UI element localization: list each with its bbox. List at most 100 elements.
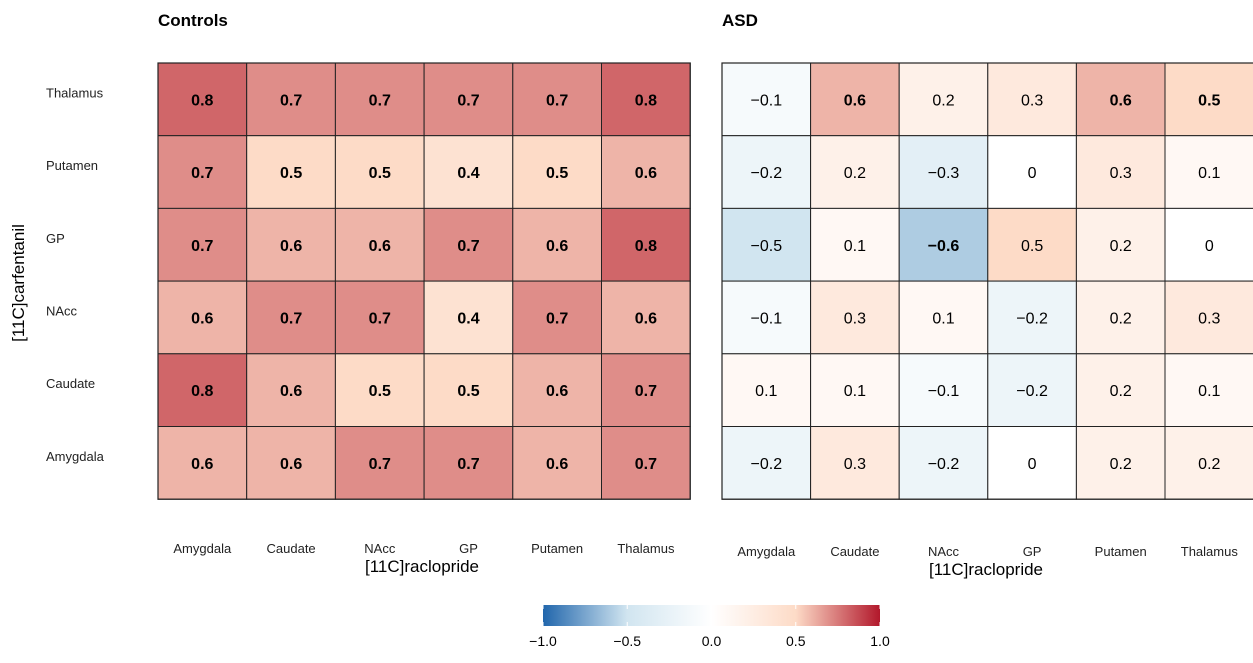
controls-row-labels: Thalamus Putamen GP NAcc Caudate Amygdala [46, 85, 105, 464]
controls-cell-gp-caudate-label: 0.6 [280, 238, 302, 255]
asd-cell-gp-amygdala [721, 207, 812, 282]
asd-cell-amygdala-putamen-label: 0.2 [1110, 456, 1132, 473]
controls-cell-gp-amygdala [157, 207, 248, 282]
controls-cell-caudate-gp [423, 353, 514, 427]
asd-column-labels: Amygdala Caudate NAcc GP Putamen Thalamus [737, 544, 1238, 559]
controls-cell-amygdala-nacc-label: 0.7 [369, 456, 391, 473]
controls-cell-gp-putamen-label: 0.6 [546, 238, 568, 255]
controls-cell-caudate-putamen-label: 0.6 [546, 383, 568, 400]
controls-col-label-amygdala: Amygdala [173, 541, 232, 556]
asd-col-label-putamen: Putamen [1095, 544, 1147, 559]
asd-heatmap-border [721, 62, 1253, 500]
asd-cell-thalamus-thalamus-label: 0.5 [1198, 92, 1220, 109]
asd-cell-thalamus-amygdala-label: −0.1 [751, 92, 783, 109]
controls-cell-amygdala-putamen-label: 0.6 [546, 456, 568, 473]
asd-cell-putamen-putamen-label: 0.3 [1110, 165, 1132, 182]
asd-cell-amygdala-putamen [1075, 426, 1166, 500]
controls-column-labels: Amygdala Caudate NAcc GP Putamen Thalamus [173, 541, 675, 556]
asd-cell-putamen-amygdala-label: −0.2 [751, 165, 783, 182]
controls-col-label-thalamus: Thalamus [617, 541, 675, 556]
asd-cell-caudate-gp-label: −0.2 [1016, 383, 1048, 400]
row-label-nacc: NAcc [46, 304, 78, 319]
controls-cell-thalamus-amygdala-label: 0.8 [191, 92, 213, 109]
asd-cell-putamen-nacc-label: −0.3 [928, 165, 960, 182]
colorbar-tick-label: 0.5 [786, 633, 806, 649]
asd-cell-nacc-thalamus-label: 0.3 [1198, 311, 1220, 328]
controls-cell-gp-gp [423, 207, 514, 282]
asd-col-label-gp: GP [1023, 544, 1042, 559]
controls-cell-caudate-thalamus-label: 0.7 [635, 383, 657, 400]
controls-cell-thalamus-caudate [246, 62, 336, 137]
controls-cell-nacc-nacc [334, 280, 425, 355]
controls-cell-thalamus-gp [423, 62, 514, 137]
asd-cell-caudate-putamen-label: 0.2 [1110, 383, 1132, 400]
controls-cell-nacc-gp-label: 0.4 [457, 311, 479, 328]
controls-cell-nacc-amygdala [157, 280, 248, 355]
asd-x-axis-title: [11C]raclopride [929, 560, 1043, 579]
controls-cell-nacc-gp [423, 280, 514, 355]
asd-cell-caudate-thalamus [1164, 353, 1253, 427]
asd-cell-nacc-gp [987, 280, 1077, 355]
controls-cell-thalamus-putamen-label: 0.7 [546, 92, 568, 109]
asd-cell-amygdala-thalamus-label: 0.2 [1198, 456, 1220, 473]
asd-cell-thalamus-nacc-label: 0.2 [932, 92, 954, 109]
asd-cell-thalamus-nacc [898, 62, 989, 137]
row-label-putamen: Putamen [46, 158, 98, 173]
controls-cell-thalamus-nacc-label: 0.7 [369, 92, 391, 109]
controls-cell-gp-gp-label: 0.7 [457, 238, 479, 255]
controls-cell-gp-putamen [512, 207, 602, 282]
controls-cell-amygdala-thalamus-label: 0.7 [635, 456, 657, 473]
controls-cell-gp-nacc-label: 0.6 [369, 238, 391, 255]
controls-cell-nacc-thalamus-label: 0.6 [635, 311, 657, 328]
controls-cell-caudate-gp-label: 0.5 [457, 383, 479, 400]
asd-cell-gp-caudate-label: 0.1 [844, 238, 866, 255]
controls-cell-gp-thalamus-label: 0.8 [635, 238, 657, 255]
controls-cell-putamen-caudate [246, 135, 336, 209]
controls-cell-putamen-putamen-label: 0.5 [546, 165, 568, 182]
asd-cell-thalamus-gp-label: 0.3 [1021, 92, 1043, 109]
controls-cell-caudate-amygdala [157, 353, 248, 427]
controls-col-label-gp: GP [459, 541, 478, 556]
row-label-caudate: Caudate [46, 376, 95, 391]
controls-cell-caudate-nacc [334, 353, 425, 427]
asd-cell-caudate-thalamus-label: 0.1 [1198, 383, 1220, 400]
controls-cell-putamen-thalamus [601, 135, 691, 209]
controls-cell-amygdala-amygdala-label: 0.6 [191, 456, 213, 473]
asd-cell-caudate-amygdala-label: 0.1 [755, 383, 777, 400]
controls-cell-caudate-nacc-label: 0.5 [369, 383, 391, 400]
asd-cell-nacc-nacc [898, 280, 989, 355]
controls-cell-nacc-putamen [512, 280, 602, 355]
controls-cell-thalamus-gp-label: 0.7 [457, 92, 479, 109]
controls-cell-amygdala-thalamus [601, 426, 691, 500]
controls-x-axis-title: [11C]raclopride [365, 557, 479, 576]
controls-cell-nacc-putamen-label: 0.7 [546, 311, 568, 328]
asd-cell-thalamus-putamen-label: 0.6 [1110, 92, 1132, 109]
asd-cell-amygdala-gp-label: 0 [1028, 456, 1037, 473]
asd-heatmap-panel: ASD −0.1 0.6 0.2 0.3 0.6 0.5 −0.2 0.2 −0.3 0 0.3 0.… [721, 11, 1253, 579]
asd-cell-thalamus-caudate [810, 62, 900, 137]
colorbar-ticks: −1.0 −0.5 0.0 0.5 1.0 [529, 605, 890, 649]
asd-cell-gp-nacc [898, 207, 989, 282]
controls-heatmap-border [157, 62, 691, 500]
controls-cell-amygdala-putamen [512, 426, 602, 500]
asd-cell-amygdala-gp [987, 426, 1077, 500]
asd-heatmap-cells: −0.1 0.6 0.2 0.3 0.6 0.5 −0.2 0.2 −0.3 0 0.3 0.1 −0.… [721, 62, 1253, 500]
asd-cell-caudate-caudate-label: 0.1 [844, 383, 866, 400]
asd-cell-putamen-caudate-label: 0.2 [844, 165, 866, 182]
asd-cell-caudate-amygdala [721, 353, 812, 427]
controls-cell-putamen-nacc-label: 0.5 [369, 165, 391, 182]
controls-cell-gp-caudate [246, 207, 336, 282]
controls-col-label-putamen: Putamen [531, 541, 583, 556]
asd-cell-caudate-gp [987, 353, 1077, 427]
row-label-amygdala: Amygdala [46, 449, 105, 464]
asd-col-label-caudate: Caudate [830, 544, 879, 559]
controls-cell-thalamus-amygdala [157, 62, 248, 137]
controls-cell-caudate-caudate-label: 0.6 [280, 383, 302, 400]
asd-cell-amygdala-caudate-label: 0.3 [844, 456, 866, 473]
controls-cell-putamen-amygdala-label: 0.7 [191, 165, 213, 182]
asd-cell-nacc-caudate-label: 0.3 [844, 311, 866, 328]
controls-cell-amygdala-caudate-label: 0.6 [280, 456, 302, 473]
asd-col-label-amygdala: Amygdala [737, 544, 796, 559]
controls-cell-putamen-caudate-label: 0.5 [280, 165, 302, 182]
